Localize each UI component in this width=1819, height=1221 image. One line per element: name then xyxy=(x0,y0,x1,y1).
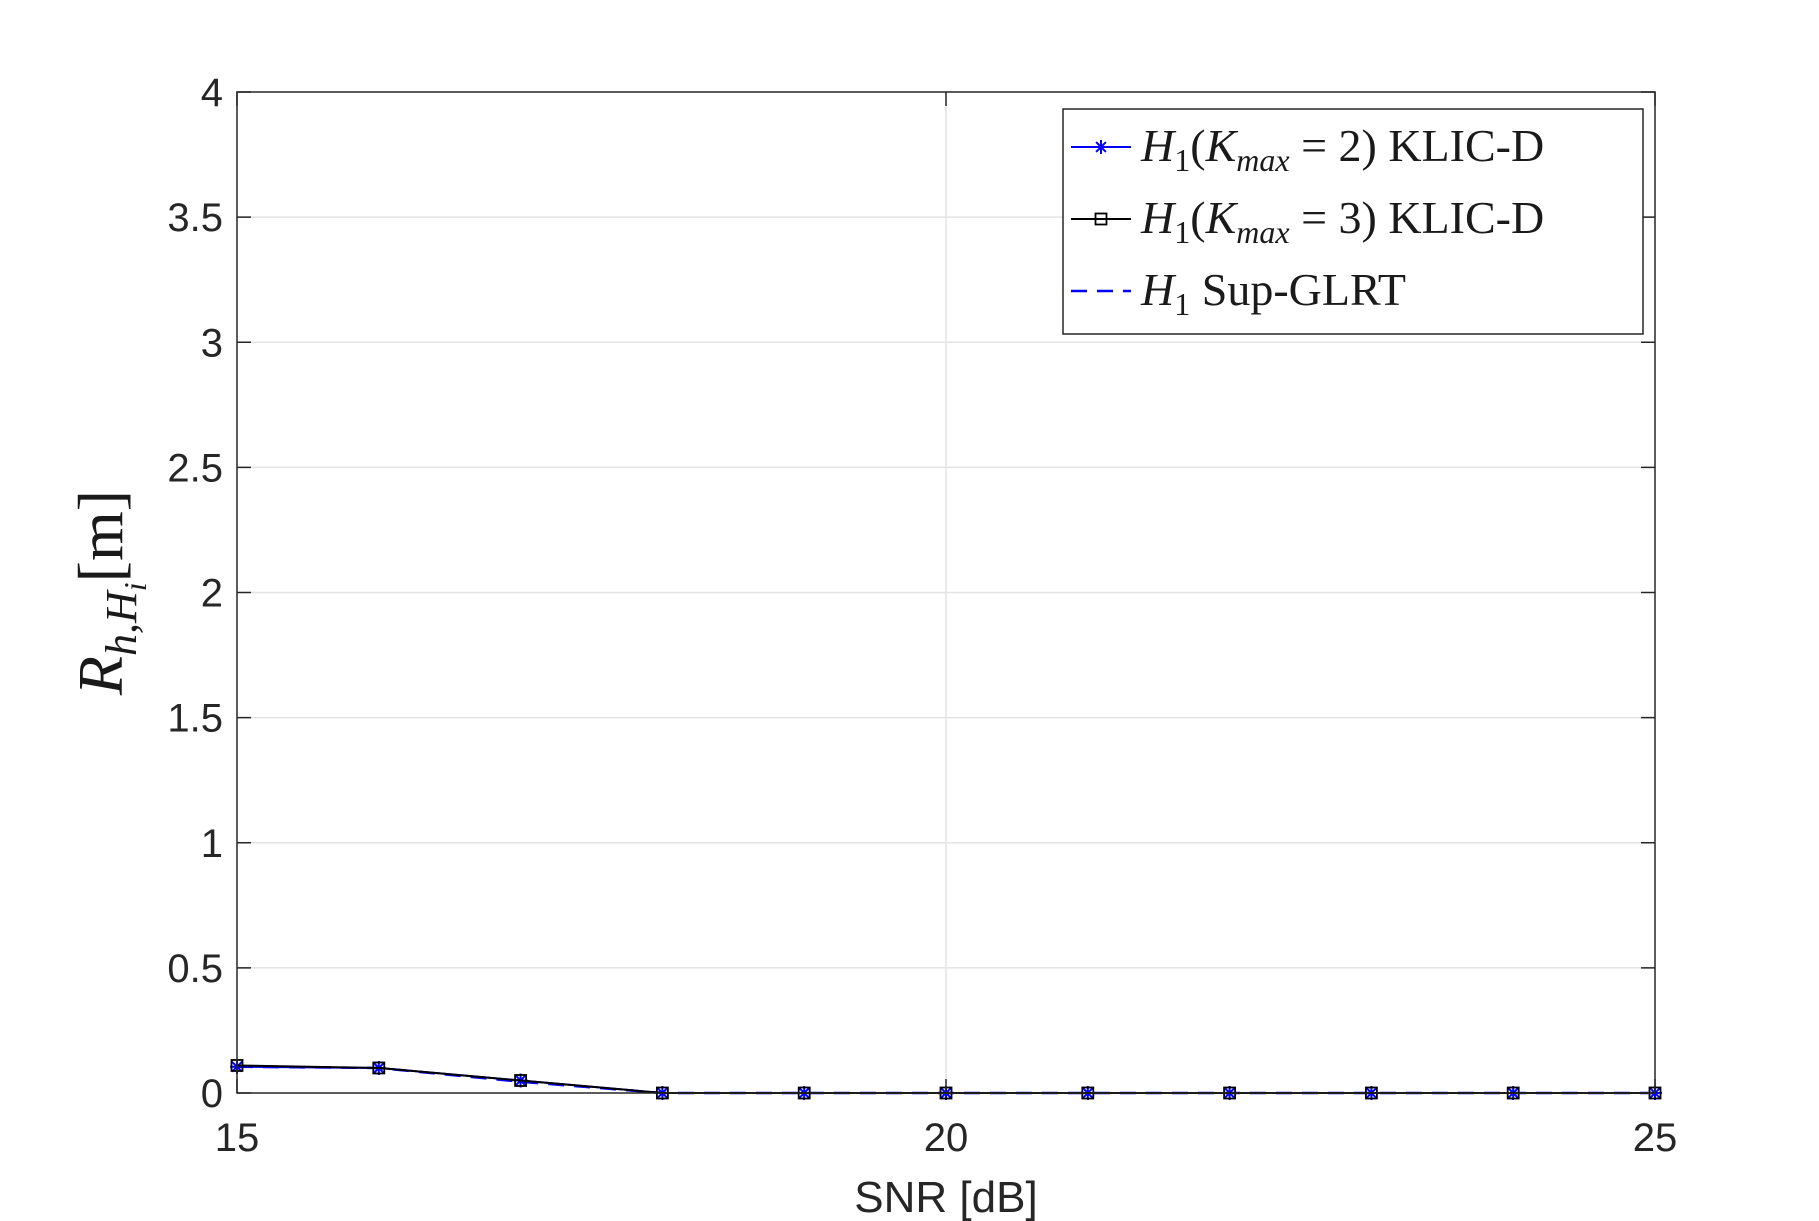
x-axis-label: SNR [dB] xyxy=(854,1173,1037,1221)
y-tick-label: 0 xyxy=(201,1072,223,1116)
y-label-subsub: i xyxy=(117,582,153,591)
data-point-square xyxy=(372,1061,386,1075)
legend-label: H1 Sup-GLRT xyxy=(1140,264,1406,322)
grid xyxy=(237,92,1655,1093)
y-tick-label: 4 xyxy=(201,71,223,115)
tick-labels: 0 0.5 1 1.5 2 2.5 3 3.5 4 15 20 25 xyxy=(167,71,1677,1160)
legend-label: H1(Kmax = 2) KLIC-D xyxy=(1140,120,1544,178)
ticks xyxy=(236,91,1656,1094)
data-point-asterisk xyxy=(1094,140,1108,154)
y-label-sub: h,H xyxy=(97,589,146,656)
x-tick-label: 20 xyxy=(924,1116,969,1160)
y-tick-label: 2 xyxy=(201,572,223,616)
legend-label: H1(Kmax = 3) KLIC-D xyxy=(1140,192,1544,250)
y-tick-label: 1 xyxy=(201,822,223,866)
x-tick-label: 15 xyxy=(215,1116,260,1160)
y-tick-label: 0.5 xyxy=(167,947,223,991)
y-tick-label: 2.5 xyxy=(167,446,223,490)
y-tick-label: 3.5 xyxy=(167,196,223,240)
legend-entry-3: H1 Sup-GLRT xyxy=(1071,264,1406,322)
y-label-suffix: [m] xyxy=(65,490,136,582)
legend-entry-2: H1(Kmax = 3) KLIC-D xyxy=(1071,192,1544,250)
data-point-square xyxy=(514,1074,527,1087)
data-point-square xyxy=(1094,212,1108,226)
y-axis-label: Rh,Hi[m] xyxy=(65,490,153,696)
y-tick-label: 3 xyxy=(201,321,223,365)
legend-box xyxy=(1062,108,1644,335)
y-tick-label: 1.5 xyxy=(167,697,223,741)
legend-entries: H1(Kmax = 2) KLIC-D H1(Kmax = 3) KLIC-D H1… xyxy=(1071,120,1544,322)
legend: H1(Kmax = 2) KLIC-D H1(Kmax = 3) KLIC-D H1… xyxy=(1062,108,1644,335)
y-label-base: R xyxy=(65,656,136,696)
legend-entry-1: H1(Kmax = 2) KLIC-D xyxy=(1071,120,1544,178)
x-tick-label: 25 xyxy=(1633,1116,1678,1160)
